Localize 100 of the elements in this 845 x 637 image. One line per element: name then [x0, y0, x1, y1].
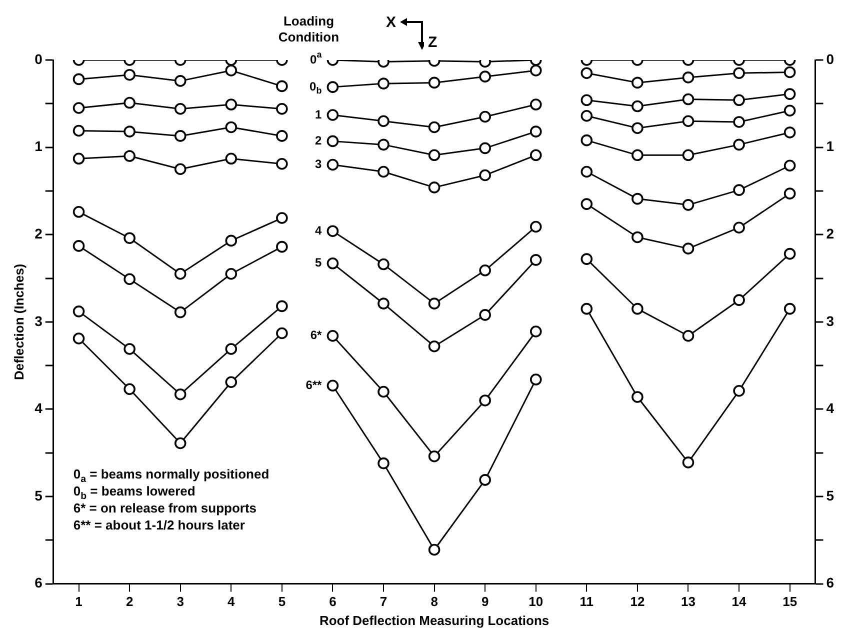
- y-tick-label: 2: [34, 225, 43, 242]
- point: [479, 309, 491, 321]
- point: [428, 121, 440, 134]
- point: [479, 70, 491, 82]
- point: [72, 240, 85, 252]
- text: Z: [428, 34, 438, 51]
- point: [124, 232, 136, 244]
- series-label: 4: [315, 223, 322, 238]
- x-tick-label: 2: [126, 594, 134, 610]
- point: [530, 149, 542, 162]
- x-tick-label: 7: [380, 594, 388, 610]
- y-tick-label: 1: [34, 138, 43, 154]
- point: [733, 222, 745, 234]
- point: [378, 78, 390, 90]
- point: [682, 115, 694, 128]
- point: [326, 258, 339, 270]
- point: [580, 67, 593, 79]
- point: [530, 126, 542, 138]
- point: [632, 76, 644, 89]
- x-tick-label: 14: [732, 594, 748, 610]
- point: [580, 166, 593, 178]
- point: [682, 199, 694, 211]
- x-tick-label: 15: [782, 594, 798, 610]
- point: [124, 273, 136, 286]
- y-tick-label: 4: [34, 400, 43, 416]
- point: [632, 100, 644, 112]
- series-label: 2: [315, 134, 322, 148]
- point: [479, 142, 491, 154]
- point: [378, 166, 390, 178]
- point: [784, 88, 796, 100]
- point: [580, 302, 593, 315]
- x-tick-label: 5: [278, 594, 286, 610]
- point: [530, 254, 542, 266]
- point: [530, 98, 542, 110]
- y2-tick-label: 5: [826, 487, 834, 504]
- point: [225, 343, 238, 355]
- point: [530, 326, 542, 338]
- point: [632, 231, 644, 244]
- point: [378, 298, 390, 310]
- point: [428, 149, 440, 162]
- point: [276, 212, 288, 224]
- point: [784, 248, 796, 260]
- y2-tick-label: 4: [826, 400, 834, 416]
- y2-tick-label: 0: [826, 50, 834, 67]
- point: [784, 188, 796, 200]
- y-tick-label: 6: [34, 574, 43, 591]
- point: [124, 126, 136, 138]
- series-label: 3: [315, 157, 322, 172]
- y2-tick-label: 6: [826, 574, 834, 591]
- point: [72, 152, 85, 165]
- x-tick-label: 3: [176, 594, 184, 610]
- x-tick-label: 12: [630, 594, 645, 610]
- point: [733, 294, 745, 306]
- point: [174, 437, 186, 450]
- point: [124, 383, 136, 396]
- y-tick-label: 5: [34, 487, 43, 504]
- x-tick-label: 11: [580, 594, 594, 610]
- point: [276, 300, 288, 312]
- x-tick-label: 9: [481, 594, 489, 610]
- point: [479, 474, 491, 486]
- point: [225, 376, 238, 388]
- point: [580, 134, 593, 146]
- point: [784, 66, 796, 78]
- point: [124, 96, 136, 109]
- point: [682, 149, 694, 162]
- y-tick-label: 0: [34, 50, 43, 67]
- point: [682, 456, 694, 468]
- point: [326, 330, 339, 342]
- point: [632, 302, 644, 315]
- point: [479, 169, 491, 182]
- point: [428, 182, 440, 194]
- point: [72, 206, 85, 218]
- point: [428, 340, 440, 352]
- x-tick-label: 4: [228, 594, 236, 610]
- y2-tick-label: 3: [826, 312, 834, 329]
- point: [784, 160, 796, 172]
- point: [326, 81, 339, 93]
- point: [72, 102, 85, 114]
- point: [479, 264, 491, 276]
- point: [276, 158, 288, 170]
- point: [428, 450, 440, 462]
- point: [326, 135, 339, 148]
- point: [580, 198, 593, 210]
- point: [428, 298, 440, 310]
- point: [378, 457, 390, 470]
- point: [682, 93, 694, 106]
- point: [733, 138, 745, 151]
- point: [733, 116, 745, 128]
- point: [378, 115, 390, 128]
- point: [530, 220, 542, 233]
- point: [784, 302, 796, 315]
- point: [326, 380, 339, 392]
- annotation: 6** = about 1-1/2 hours later: [73, 517, 245, 532]
- point: [72, 124, 85, 137]
- point: [174, 268, 186, 280]
- point: [580, 253, 593, 265]
- series-label: 6**: [306, 378, 322, 392]
- point: [326, 109, 339, 121]
- point: [530, 64, 542, 76]
- point: [682, 242, 694, 254]
